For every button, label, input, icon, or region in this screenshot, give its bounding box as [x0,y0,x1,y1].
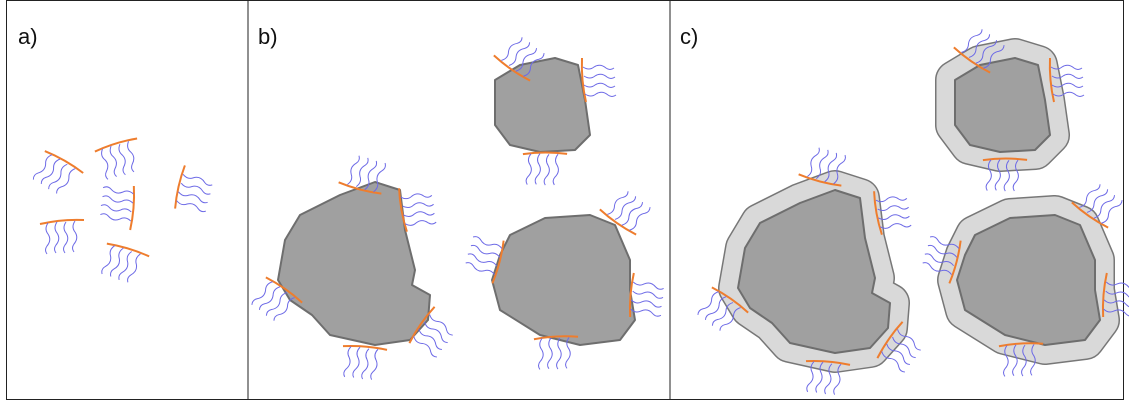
panel-label: c) [680,24,698,49]
diagram: a) b) c) [0,0,1129,400]
panel-label: b) [258,24,278,49]
particles-b [247,29,668,383]
particles-c [693,21,1129,398]
panel-label: a) [18,24,38,49]
free-molecules [28,138,218,288]
